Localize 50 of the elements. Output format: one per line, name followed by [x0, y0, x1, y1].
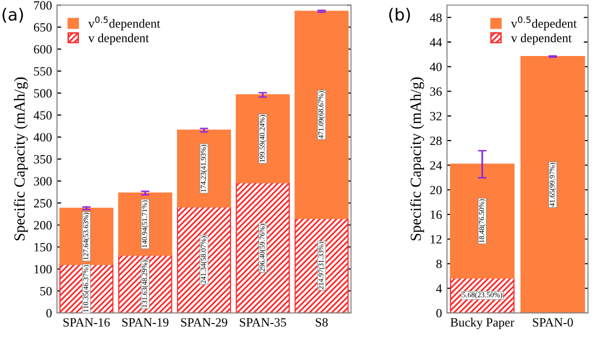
x-tick-label: SPAN-0	[532, 318, 573, 327]
y-axis-title: Specific Capacity (mAh/g)	[410, 77, 424, 240]
y-tick-label: 0	[436, 308, 442, 318]
bar	[450, 164, 515, 279]
y-tick-label: 40	[430, 62, 442, 72]
bar	[176, 206, 232, 313]
legend-label: v$^{0.5}$depedent	[511, 16, 577, 30]
y-tick-label: 500	[34, 89, 52, 98]
y-tick-label: 4	[436, 284, 442, 293]
y-tick-label: 100	[34, 264, 52, 274]
y-axis-title: Specific Capacity (mAh/g)	[14, 77, 28, 240]
bar	[236, 182, 290, 313]
y-tick-label: 600	[34, 45, 52, 54]
y-tick-label: 36	[430, 87, 442, 96]
y-tick-label: 400	[34, 133, 52, 142]
x-tick-label: S8	[316, 318, 328, 327]
y-tick-label: 250	[34, 199, 52, 208]
y-tick-label: 550	[34, 67, 52, 76]
bar	[294, 218, 349, 313]
y-tick-label: 32	[430, 112, 442, 120]
legend-label: v dependent	[511, 33, 572, 45]
y-tick-label: 16	[430, 210, 442, 219]
y-tick-label: 200	[34, 221, 52, 230]
y-tick-label: 650	[34, 23, 52, 32]
x-tick-label: SPAN-19	[122, 318, 168, 327]
x-tick-label: Bucky Paper	[450, 318, 514, 330]
x-tick-label: SPAN-29	[181, 318, 228, 327]
y-tick-label: 12	[430, 235, 442, 244]
y-tick-label: 50	[40, 286, 52, 296]
y-tick-label: 44	[430, 38, 442, 46]
y-tick-label: 8	[436, 260, 442, 268]
text: (b)	[389, 8, 410, 23]
y-tick-label: 28	[430, 136, 442, 146]
text: (a)	[2, 8, 23, 23]
x-tick-label: SPAN-35	[240, 318, 286, 327]
y-tick-label: 300	[34, 177, 52, 186]
legend-label: v$^{0.5}$dependent	[88, 16, 160, 30]
x-tick-label: SPAN-16	[63, 318, 110, 327]
y-tick-label: 20	[430, 186, 442, 194]
bar	[236, 94, 290, 184]
y-tick-label: 24	[430, 161, 442, 170]
y-tick-label: 48	[430, 13, 442, 22]
y-tick-label: 0	[46, 308, 52, 318]
y-tick-label: 350	[34, 155, 52, 164]
bar	[176, 130, 232, 208]
bar	[294, 10, 349, 219]
y-tick-label: 700	[34, 1, 52, 10]
y-tick-label: 450	[34, 111, 52, 120]
legend-label: v dependent	[88, 33, 149, 45]
y-tick-label: 150	[34, 242, 52, 252]
